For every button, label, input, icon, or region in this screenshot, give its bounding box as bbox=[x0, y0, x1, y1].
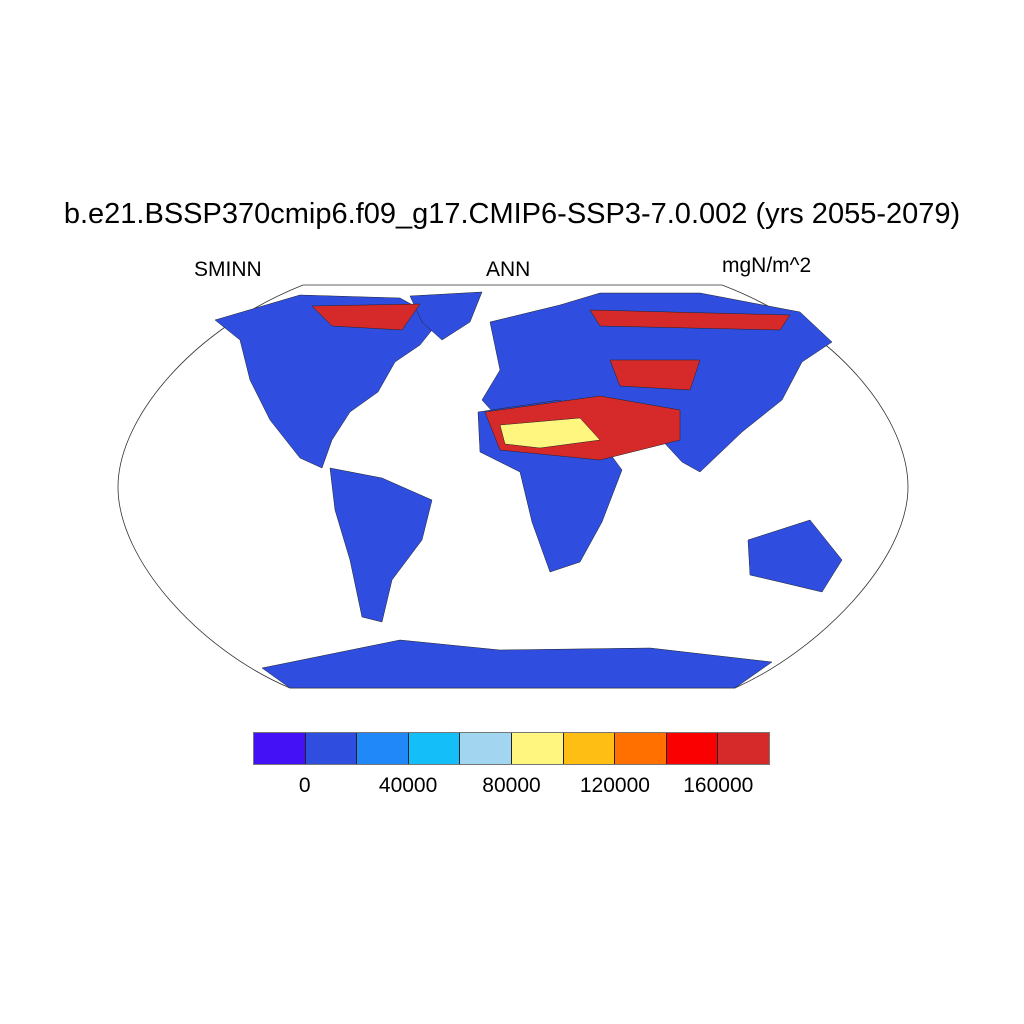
colorbar-swatch bbox=[305, 733, 358, 764]
sahara-core bbox=[499, 417, 601, 449]
colorbar-swatch bbox=[408, 733, 461, 764]
colorbar-swatch bbox=[718, 733, 769, 764]
season-label: ANN bbox=[486, 258, 531, 281]
antarctica bbox=[261, 639, 773, 689]
colorbar-label: 0 bbox=[298, 774, 311, 797]
colorbar-swatch bbox=[511, 733, 564, 764]
units-label: mgN/m^2 bbox=[722, 254, 812, 277]
colorbar bbox=[253, 732, 770, 765]
colorbar-swatch bbox=[563, 733, 616, 764]
colorbar-label: 120000 bbox=[579, 774, 650, 797]
colorbar-label: 40000 bbox=[378, 774, 438, 797]
variable-name: SMINN bbox=[194, 258, 262, 281]
colorbar-swatch bbox=[460, 733, 512, 764]
colorbar-swatch bbox=[357, 733, 409, 764]
south-america bbox=[329, 467, 433, 623]
australia bbox=[747, 519, 843, 593]
colorbar-label: 160000 bbox=[683, 774, 754, 797]
canada-arctic bbox=[311, 303, 421, 331]
colorbar-swatch bbox=[666, 733, 719, 764]
high-value-areas bbox=[311, 303, 791, 461]
siberia bbox=[589, 309, 791, 331]
plot-title: b.e21.BSSP370cmip6.f09_g17.CMIP6-SSP3-7.… bbox=[63, 198, 961, 230]
colorbar-swatch bbox=[615, 733, 667, 764]
greenland bbox=[409, 291, 483, 341]
central-asia bbox=[609, 359, 701, 391]
colorbar-swatch bbox=[254, 733, 306, 764]
colorbar-label: 80000 bbox=[482, 774, 541, 797]
